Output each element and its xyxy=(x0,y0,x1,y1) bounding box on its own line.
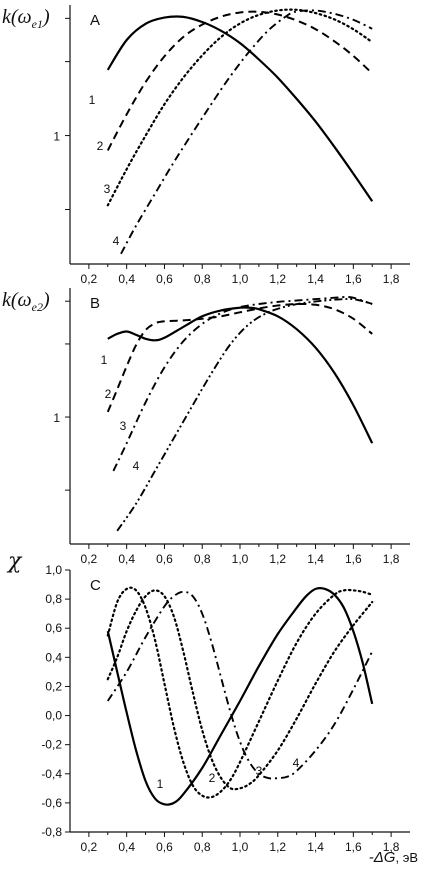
series-line-2 xyxy=(106,10,373,151)
x-tick-label: 1,4 xyxy=(307,552,324,566)
x-tick-label: 1,6 xyxy=(345,272,362,286)
series-line-1 xyxy=(106,15,374,202)
y-tick-label: 1,0 xyxy=(45,563,62,577)
x-tick-label: 1,6 xyxy=(345,840,362,854)
y-tick-label: -0,4 xyxy=(41,767,62,781)
series-line-4 xyxy=(106,590,374,780)
series-label-4: 4 xyxy=(113,234,120,248)
series-line-2 xyxy=(106,302,373,413)
series-line-3 xyxy=(106,8,374,207)
panel-c: 0,2 0,4 0,6 0,8 1,0 1,2 1,4 1,6 1,8 -0,8 -0,6 -0,4 -… xyxy=(6,549,418,866)
panel-letter: A xyxy=(90,12,100,29)
x-tick-label: 0,4 xyxy=(118,272,135,286)
x-tick-label: 0,6 xyxy=(156,552,173,566)
series-line-4 xyxy=(120,9,373,255)
x-tick-label: 0,4 xyxy=(118,552,135,566)
x-tick-label: 0,6 xyxy=(156,272,173,286)
y-axis-label: χ xyxy=(6,549,23,574)
series-label-4: 4 xyxy=(133,459,140,473)
series-label-3: 3 xyxy=(120,419,127,433)
y-tick-label: 0,6 xyxy=(45,621,62,635)
series-label-2: 2 xyxy=(105,387,112,401)
panel-letter: C xyxy=(90,577,101,594)
x-tick-label: 0,2 xyxy=(81,552,98,566)
panel-b: 0,2 0,4 0,6 0,8 1,0 1,2 1,4 1,6 1,8 1 Bk(ωe2) 1 2 3 4 xyxy=(2,288,410,566)
series-line-1 xyxy=(107,306,374,444)
y-tick-label: 0,4 xyxy=(45,650,62,664)
x-tick-label: 1,2 xyxy=(269,552,286,566)
x-tick-label: 0,8 xyxy=(194,272,211,286)
x-tick-label: 1,0 xyxy=(232,552,249,566)
y-tick-label: -0,6 xyxy=(41,796,62,810)
series-label-3: 3 xyxy=(104,182,111,196)
x-tick-label: 1,0 xyxy=(232,272,249,286)
series-label-3: 3 xyxy=(256,764,263,778)
series-line-1 xyxy=(106,587,374,806)
x-tick-label: 1,8 xyxy=(383,552,400,566)
y-tick-label: 0,2 xyxy=(45,679,62,693)
x-tick-label: 0,4 xyxy=(118,840,135,854)
x-tick-label: 0,8 xyxy=(194,552,211,566)
series-line-3 xyxy=(112,296,373,472)
panel-letter: B xyxy=(90,295,100,312)
series-line-2 xyxy=(106,586,374,799)
x-tick-label: 1,4 xyxy=(307,272,324,286)
x-tick-label: 0,6 xyxy=(156,840,173,854)
x-tick-label: 1,8 xyxy=(383,272,400,286)
series-line-3 xyxy=(106,589,374,791)
y-tick-label: 0,0 xyxy=(45,709,62,723)
x-axis-label: -ΔG, эВ xyxy=(369,849,418,866)
y-tick-label: 0,8 xyxy=(45,592,62,606)
x-tick-label: 1,2 xyxy=(269,272,286,286)
series-label-2: 2 xyxy=(97,139,104,153)
x-tick-label: 1,6 xyxy=(345,552,362,566)
x-tick-label: 1,0 xyxy=(232,840,249,854)
x-tick-label: 0,2 xyxy=(81,840,98,854)
x-tick-label: 1,4 xyxy=(307,840,324,854)
y-axis-label: k(ωe1) xyxy=(2,6,50,31)
y-tick-label: -0,8 xyxy=(41,825,62,839)
series-label-1: 1 xyxy=(101,353,108,367)
x-tick-label: 0,8 xyxy=(194,840,211,854)
x-tick-label: 1,2 xyxy=(269,840,286,854)
series-label-2: 2 xyxy=(209,771,216,785)
y-tick-label: 1 xyxy=(53,130,60,144)
x-tick-label: 1,8 xyxy=(383,840,400,854)
series-label-1: 1 xyxy=(157,777,164,791)
y-tick-label: -0,2 xyxy=(41,738,62,752)
x-tick-label: 0,2 xyxy=(81,272,98,286)
panel-a: 0,2 0,4 0,6 0,8 1,0 1,2 1,4 1,6 1,8 1 Ak(ωe1) 1 2 3 4 xyxy=(2,5,410,286)
y-axis-label: k(ωe2) xyxy=(2,289,50,314)
series-label-4: 4 xyxy=(293,756,300,770)
series-line-4 xyxy=(116,297,373,532)
series-label-1: 1 xyxy=(89,93,96,107)
y-tick-label: 1 xyxy=(53,411,60,425)
